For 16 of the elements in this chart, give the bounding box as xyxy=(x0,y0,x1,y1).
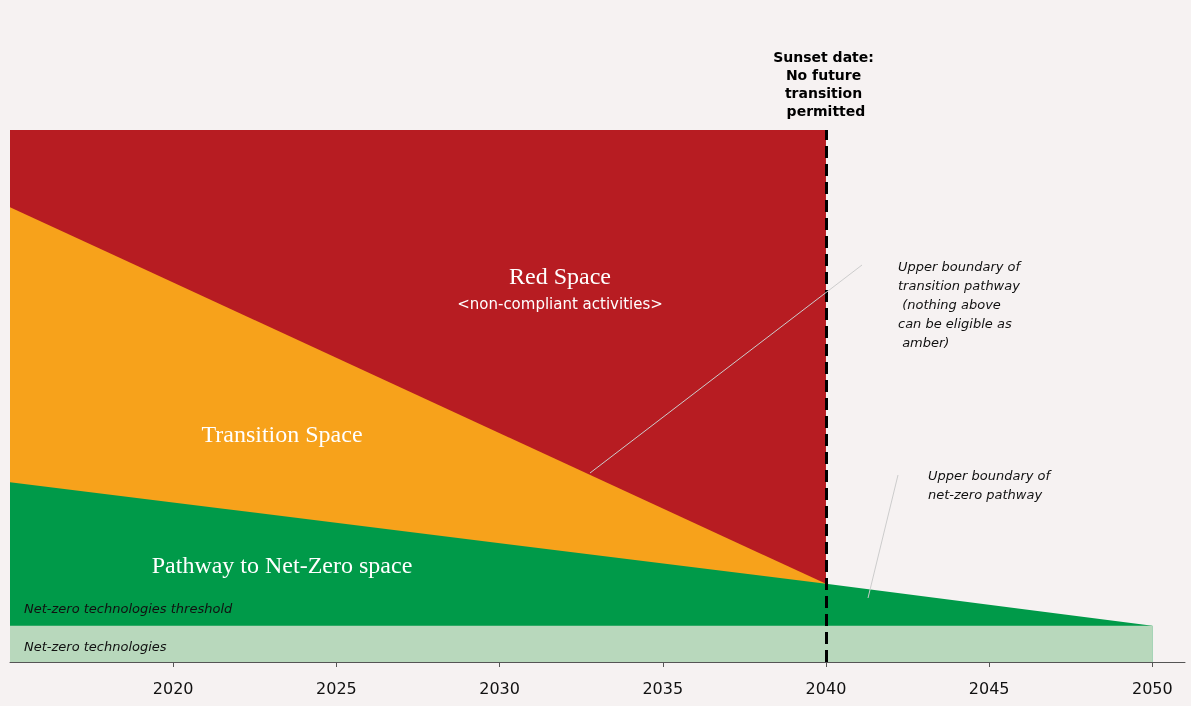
annotation: Upper boundary of transition pathway (nothing above can be eligible as amber) xyxy=(898,259,1025,350)
x-tick-label: 2025 xyxy=(316,678,357,698)
x-tick-label: 2020 xyxy=(152,678,194,698)
x-tick-label: 2050 xyxy=(1132,678,1173,698)
annotation: Net-zero technologies threshold xyxy=(24,600,234,616)
annotation: Upper boundary of net-zero pathway xyxy=(928,468,1055,502)
annotation: Red Space xyxy=(509,263,611,289)
annotation: <non-compliant activities> xyxy=(457,295,663,313)
annotation: Pathway to Net-Zero space xyxy=(151,552,413,578)
annotation: Transition Space xyxy=(201,421,363,447)
annotation: Net-zero technologies xyxy=(24,638,167,654)
x-tick-label: 2035 xyxy=(642,678,684,698)
x-tick-label: 2040 xyxy=(805,678,847,698)
x-tick-label: 2030 xyxy=(479,678,520,698)
x-tick-label: 2045 xyxy=(968,678,1010,698)
ref-line-label: Sunset date: No future transition permitted xyxy=(773,49,879,119)
